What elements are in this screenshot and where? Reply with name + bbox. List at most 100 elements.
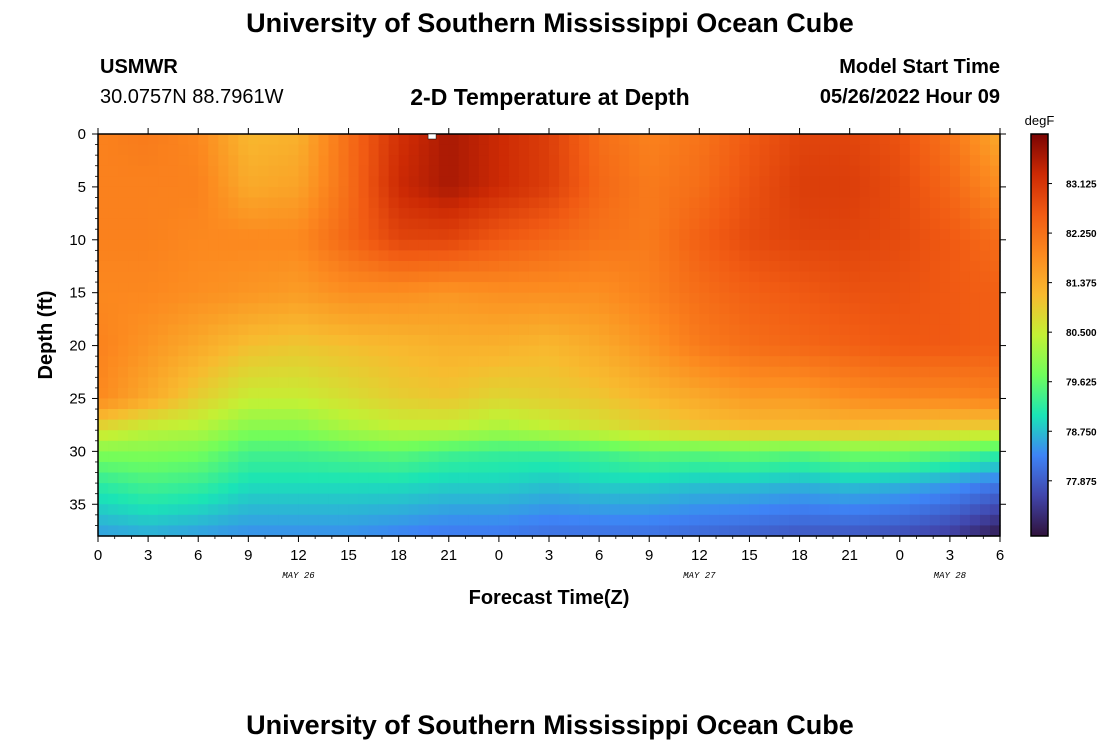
heatmap-cell [288, 282, 300, 294]
footer-title: University of Southern Mississippi Ocean… [246, 710, 854, 740]
heatmap-cell [779, 398, 791, 410]
heatmap-cell [709, 218, 720, 230]
heatmap-cell [959, 356, 971, 368]
heatmap-cell [989, 451, 1001, 463]
heatmap-cell [218, 229, 229, 241]
heatmap-cell [789, 461, 801, 474]
heatmap-cell [278, 493, 290, 505]
heatmap-cell [368, 483, 380, 495]
heatmap-cell [839, 493, 851, 505]
heatmap-cell [498, 197, 510, 209]
heatmap-cell [208, 176, 219, 188]
heatmap-cell [478, 356, 490, 368]
heatmap-cell [388, 461, 400, 474]
heatmap-cell [639, 186, 650, 199]
heatmap-cell [538, 155, 550, 167]
heatmap-cell [559, 514, 570, 527]
heatmap-cell [328, 271, 340, 283]
heatmap-cell [749, 440, 761, 452]
heatmap-cell [158, 260, 169, 273]
heatmap-cell [418, 335, 430, 347]
heatmap-cell [288, 335, 300, 347]
heatmap-cell [148, 514, 159, 527]
heatmap-cell [759, 260, 771, 273]
heatmap-cell [599, 440, 610, 452]
heatmap-cell [589, 409, 600, 421]
heatmap-cell [378, 260, 390, 273]
heatmap-cell [118, 208, 129, 220]
heatmap-cell [969, 303, 981, 315]
heatmap-cell [148, 260, 159, 273]
heatmap-cell [799, 197, 811, 209]
heatmap-cell [218, 345, 229, 357]
heatmap-cell [549, 493, 560, 505]
heatmap-cell [98, 472, 109, 484]
heatmap-cell [809, 525, 821, 537]
heatmap-cell [178, 292, 189, 304]
heatmap-cell [148, 387, 159, 400]
heatmap-cell [448, 208, 460, 220]
heatmap-cell [268, 461, 279, 474]
heatmap-cell [168, 461, 179, 474]
heatmap-cell [508, 165, 520, 177]
heatmap-cell [268, 366, 279, 378]
heatmap-cell [318, 271, 330, 283]
heatmap-cell [949, 461, 961, 474]
heatmap-cell [629, 514, 640, 527]
heatmap-cell [378, 313, 390, 326]
heatmap-cell [659, 144, 670, 156]
heatmap-cell [278, 514, 290, 527]
heatmap-cell [789, 313, 801, 326]
heatmap-cell [178, 208, 189, 220]
heatmap-cell [859, 250, 871, 262]
heatmap-cell [328, 144, 340, 156]
heatmap-cell [899, 282, 911, 294]
heatmap-cell [168, 377, 179, 389]
heatmap-cell [649, 313, 660, 326]
heatmap-cell [398, 461, 410, 474]
heatmap-cell [699, 366, 710, 378]
heatmap-cell [759, 155, 771, 167]
heatmap-cell [909, 483, 921, 495]
heatmap-cell [118, 356, 129, 368]
heatmap-cell [438, 335, 450, 347]
heatmap-cell [388, 409, 400, 421]
heatmap-cell [348, 144, 360, 156]
heatmap-cell [669, 483, 680, 495]
heatmap-cell [208, 377, 219, 389]
heatmap-cell [388, 303, 400, 315]
heatmap-cell [629, 440, 640, 452]
heatmap-cell [649, 430, 660, 442]
heatmap-cell [769, 144, 781, 156]
heatmap-cell [248, 229, 259, 241]
heatmap-cell [118, 155, 129, 167]
heatmap-cell [228, 218, 239, 230]
heatmap-cell [408, 356, 420, 368]
heatmap-cell [969, 525, 981, 537]
heatmap-cell [909, 229, 921, 241]
heatmap-cell [468, 260, 480, 273]
heatmap-cell [218, 461, 229, 474]
heatmap-cell [929, 155, 941, 167]
heatmap-cell [368, 356, 380, 368]
heatmap-cell [809, 229, 821, 241]
heatmap-cell [859, 292, 871, 304]
heatmap-cell [278, 387, 290, 400]
heatmap-cell [749, 260, 761, 273]
heatmap-cell [859, 356, 871, 368]
heatmap-cell [779, 239, 791, 251]
heatmap-cell [518, 345, 530, 357]
heatmap-cell [779, 155, 791, 167]
heatmap-cell [198, 165, 209, 177]
heatmap-cell [488, 208, 500, 220]
heatmap-cell [549, 377, 560, 389]
heatmap-cell [589, 419, 600, 431]
heatmap-cell [759, 218, 771, 230]
heatmap-cell [248, 218, 259, 230]
heatmap-cell [448, 419, 460, 431]
heatmap-cell [518, 313, 530, 326]
heatmap-cell [188, 303, 199, 315]
heatmap-cell [148, 493, 159, 505]
heatmap-cell [619, 313, 630, 326]
heatmap-cell [518, 239, 530, 251]
